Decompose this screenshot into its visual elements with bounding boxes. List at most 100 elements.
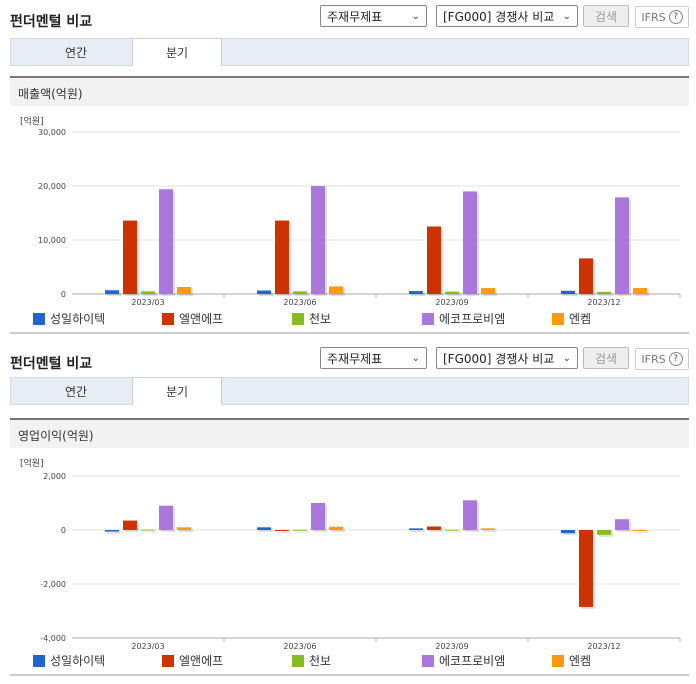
- x-tick-label: 2023/06: [283, 642, 316, 651]
- search-button[interactable]: 검색: [583, 347, 629, 369]
- bar-shadow: [259, 292, 273, 296]
- tab-quarterly[interactable]: 분기: [132, 38, 222, 66]
- ifrs-help-button[interactable]: IFRS ?: [635, 348, 689, 370]
- bar[interactable]: [579, 258, 593, 294]
- ifrs-help-button[interactable]: IFRS ?: [635, 6, 689, 28]
- peer-select[interactable]: [FG000] 경쟁사 비교 ⌄: [436, 347, 578, 369]
- bar[interactable]: [329, 526, 343, 530]
- bar[interactable]: [481, 528, 495, 530]
- legend-item[interactable]: 에코프로비엠: [422, 310, 505, 327]
- bar-shadow: [143, 293, 157, 296]
- bar[interactable]: [445, 291, 459, 294]
- legend-swatch: [552, 654, 564, 667]
- bar-shadow: [599, 293, 613, 296]
- x-tick-label: 2023/09: [435, 642, 468, 651]
- bar[interactable]: [141, 529, 155, 531]
- legend-item[interactable]: 천보: [292, 652, 331, 669]
- bar[interactable]: [141, 291, 155, 294]
- legend-item[interactable]: 성일하이텍: [33, 652, 105, 669]
- x-tick-label: 2023/12: [587, 298, 620, 307]
- fundamental-panel-revenue: 펀더멘털 비교 주재무제표 ⌄ [FG000] 경쟁사 비교 ⌄ 검색 IFRS…: [0, 0, 696, 340]
- bar[interactable]: [597, 530, 611, 535]
- bar[interactable]: [123, 520, 137, 530]
- bar[interactable]: [257, 527, 271, 530]
- bar[interactable]: [105, 290, 119, 294]
- bar[interactable]: [293, 529, 307, 531]
- bar[interactable]: [177, 286, 191, 294]
- bar[interactable]: [481, 288, 495, 294]
- question-icon: ?: [668, 10, 683, 24]
- peer-select-value: [FG000] 경쟁사 비교: [443, 9, 555, 24]
- statement-select[interactable]: 주재무제표 ⌄: [320, 5, 427, 27]
- legend-item[interactable]: 엔켐: [552, 652, 591, 669]
- bar[interactable]: [427, 526, 441, 530]
- legend-label: 엔켐: [569, 654, 592, 668]
- bar[interactable]: [159, 505, 173, 530]
- bar[interactable]: [463, 191, 477, 294]
- legend-swatch: [162, 654, 174, 667]
- y-tick-label: 0: [61, 290, 66, 299]
- bar[interactable]: [409, 528, 423, 530]
- question-icon: ?: [668, 352, 683, 366]
- bar-shadow: [411, 530, 425, 532]
- bar[interactable]: [409, 291, 423, 294]
- y-tick-label: 0: [61, 526, 66, 535]
- bar-shadow: [179, 529, 193, 532]
- bar-shadow: [411, 293, 425, 296]
- legend-item[interactable]: 엔켐: [552, 310, 591, 327]
- legend-item[interactable]: 에코프로비엠: [422, 652, 505, 669]
- bar-shadow: [107, 532, 121, 534]
- bar[interactable]: [177, 527, 191, 530]
- bar[interactable]: [123, 220, 137, 294]
- peer-select[interactable]: [FG000] 경쟁사 비교 ⌄: [436, 5, 578, 27]
- bar[interactable]: [561, 290, 575, 294]
- bar-shadow: [259, 529, 273, 532]
- tab-annual[interactable]: 연간: [64, 385, 88, 399]
- legend-item[interactable]: 엘앤에프: [162, 652, 223, 669]
- bar[interactable]: [105, 530, 119, 532]
- ifrs-label: IFRS: [641, 10, 666, 24]
- legend-label: 천보: [309, 654, 332, 668]
- tab-quarterly[interactable]: 분기: [132, 377, 222, 405]
- chevron-down-icon: ⌄: [411, 352, 420, 364]
- bar[interactable]: [329, 286, 343, 294]
- legend-label: 엔켐: [569, 312, 592, 326]
- statement-select[interactable]: 주재무제표 ⌄: [320, 347, 427, 369]
- section-header: 매출액(억원): [10, 76, 689, 106]
- bar[interactable]: [615, 519, 629, 530]
- bar-shadow: [331, 528, 345, 532]
- bar[interactable]: [159, 189, 173, 294]
- bar[interactable]: [275, 220, 289, 294]
- bar[interactable]: [597, 291, 611, 294]
- bar[interactable]: [311, 186, 325, 294]
- chevron-down-icon: ⌄: [562, 352, 571, 364]
- bar[interactable]: [633, 288, 647, 294]
- bar[interactable]: [579, 530, 593, 607]
- unit-label: [억원]: [20, 459, 44, 469]
- bar-shadow: [563, 532, 577, 536]
- legend-label: 엘앤에프: [179, 654, 224, 668]
- bar[interactable]: [257, 290, 271, 294]
- bar[interactable]: [311, 503, 325, 530]
- bar[interactable]: [463, 500, 477, 530]
- bar-shadow: [277, 532, 291, 533]
- bar-shadow: [447, 293, 461, 296]
- bar[interactable]: [561, 530, 575, 534]
- bar[interactable]: [293, 291, 307, 294]
- search-button[interactable]: 검색: [583, 5, 629, 27]
- legend-item[interactable]: 성일하이텍: [33, 310, 105, 327]
- legend-item[interactable]: 엘앤에프: [162, 310, 223, 327]
- fundamental-panel-operating-profit: 펀더멘털 비교 주재무제표 ⌄ [FG000] 경쟁사 비교 ⌄ 검색 IFRS…: [0, 342, 696, 684]
- y-tick-label: 2,000: [43, 472, 66, 481]
- legend-label: 천보: [309, 312, 332, 326]
- tab-annual[interactable]: 연간: [64, 46, 88, 60]
- bar[interactable]: [633, 530, 647, 531]
- legend-item[interactable]: 천보: [292, 310, 331, 327]
- panel-title: 펀더멘털 비교: [10, 14, 93, 30]
- bar[interactable]: [615, 197, 629, 294]
- bar[interactable]: [275, 530, 289, 531]
- bar[interactable]: [427, 226, 441, 295]
- bar-shadow: [295, 293, 309, 296]
- legend-swatch: [292, 312, 304, 325]
- bar[interactable]: [445, 529, 459, 531]
